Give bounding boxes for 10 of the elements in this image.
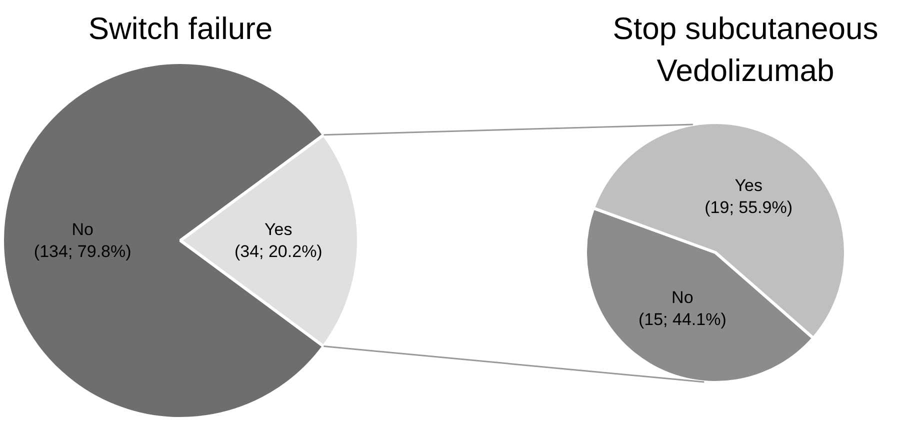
slice-label: No xyxy=(672,288,694,307)
data-label: (19; 55.9%) xyxy=(704,198,793,218)
data-label: (15; 44.1%) xyxy=(638,310,726,329)
data-label: (134; 79.8%) xyxy=(34,242,132,261)
slice-label: No xyxy=(72,220,94,239)
slice-label: Yes xyxy=(734,176,762,196)
slice-label: Yes xyxy=(264,220,292,240)
data-label: (34; 20.2%) xyxy=(234,242,322,262)
chart-title: Switch failure xyxy=(88,11,273,46)
chart-title: Stop subcutaneous Vedolizumab xyxy=(612,11,878,88)
